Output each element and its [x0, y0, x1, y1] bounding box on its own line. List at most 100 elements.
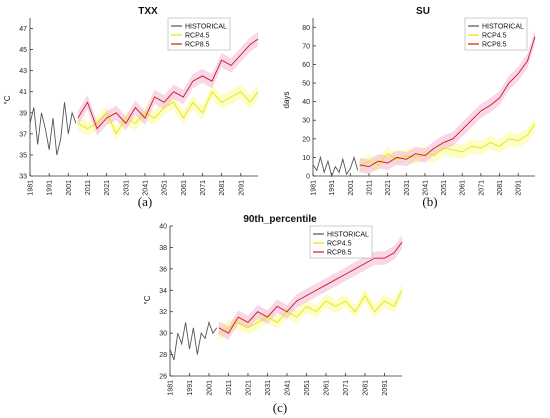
series-line-rcp45 [359, 123, 536, 168]
y-tick-label: 60 [302, 62, 310, 69]
x-tick-label: 2011 [85, 180, 92, 195]
plot-area: 26 28 30 32 34 36 38 40 1981 1991 2001 2011 2021 2031… [159, 224, 403, 396]
y-tick-label: 45 [19, 47, 27, 54]
y-tick-label: 80 [302, 25, 310, 32]
series-line-rcp45 [218, 290, 403, 334]
x-tick-label: 2071 [343, 380, 350, 396]
series-line-rcp85 [359, 36, 536, 168]
series-line-rcp45 [77, 90, 259, 135]
chart-title: SU [416, 6, 430, 17]
y-tick-label: 38 [159, 245, 167, 252]
legend-box [464, 17, 528, 51]
x-tick-label: 2001 [66, 180, 73, 196]
y-axis-label: °C [143, 295, 152, 304]
legend-box [167, 17, 231, 51]
y-tick-label: 37 [19, 131, 27, 138]
x-tick-label: 2051 [441, 180, 448, 196]
series-band-rcp85 [218, 235, 402, 340]
y-tick-label: 0 [306, 174, 310, 181]
x-tick-label: 2031 [123, 180, 130, 196]
y-tick-label: 39 [19, 110, 27, 117]
chart-title: 90th_percentile [243, 214, 317, 225]
chart-panel-a: TXX °C 33 35 37 39 41 43 45 47 1981 1991 2001 2011 2… [3, 6, 259, 209]
series-line-rcp85 [77, 38, 259, 130]
x-tick-label: 2091 [516, 180, 523, 196]
x-tick-label: 2041 [142, 180, 149, 196]
y-tick-label: 28 [159, 352, 167, 359]
x-tick-label: 2061 [181, 180, 188, 196]
x-tick-label: 2031 [265, 380, 272, 396]
legend-label: RCP4.5 [482, 33, 507, 40]
x-tick-label: 2081 [362, 380, 369, 396]
y-tick-label: 33 [19, 174, 27, 181]
legend: HISTORICAL RCP4.5 RCP8.5 [464, 17, 528, 51]
x-tick-label: 2061 [460, 180, 467, 196]
x-tick-label: 1981 [168, 380, 175, 396]
y-tick-label: 30 [302, 118, 310, 125]
x-tick-label: 1991 [329, 180, 336, 196]
legend-label: HISTORICAL [185, 24, 227, 31]
legend-label: RCP4.5 [185, 33, 210, 40]
x-tick-label: 2051 [304, 380, 311, 396]
y-tick-label: 20 [302, 136, 310, 143]
x-tick-label: 2021 [245, 380, 252, 396]
y-tick-label: 30 [159, 331, 167, 338]
legend-label: HISTORICAL [482, 24, 524, 31]
legend: HISTORICAL RCP4.5 RCP8.5 [309, 225, 373, 259]
x-tick-label: 2091 [238, 180, 245, 196]
x-tick-label: 1991 [47, 180, 54, 196]
y-tick-label: 40 [159, 224, 167, 231]
x-tick-label: 2071 [200, 180, 207, 196]
x-tick-label: 2021 [385, 180, 392, 196]
x-tick-label: 2011 [366, 180, 373, 195]
x-tick-label: 2001 [206, 380, 213, 396]
x-tick-label: 2081 [497, 180, 504, 196]
chart-panel-c: 90th_percentile °C 26 28 30 32 34 36 38 40 1981 1… [143, 214, 403, 415]
x-tick-label: 2041 [422, 180, 429, 196]
series-line-historical [169, 320, 218, 361]
y-axis-label: days [282, 92, 291, 109]
figure-caption: (c) [273, 400, 287, 415]
legend: HISTORICAL RCP4.5 RCP8.5 [167, 17, 231, 51]
plot-area: 33 35 37 39 41 43 45 47 1981 1991 2001 2011 2021 2031… [19, 17, 259, 196]
legend-label: HISTORICAL [327, 232, 369, 239]
series-band-rcp45 [218, 283, 402, 340]
x-tick-label: 1981 [28, 180, 35, 196]
legend-label: RCP8.5 [327, 250, 352, 257]
x-tick-label: 2001 [348, 180, 355, 196]
y-tick-label: 34 [159, 288, 167, 295]
x-tick-label: 2041 [284, 380, 291, 396]
legend-label: RCP8.5 [482, 42, 507, 49]
x-tick-label: 2091 [382, 380, 389, 396]
series-line-historical [312, 155, 359, 178]
y-tick-label: 40 [302, 99, 310, 106]
x-tick-label: 1991 [187, 380, 194, 396]
y-tick-label: 36 [159, 266, 167, 273]
series-band-rcp85 [359, 29, 535, 174]
y-tick-label: 32 [159, 309, 167, 316]
y-axis-label: °C [3, 95, 12, 104]
y-tick-label: 50 [302, 81, 310, 88]
y-tick-label: 26 [159, 374, 167, 381]
chart-panel-b: SU days 0 10 20 30 40 50 60 70 80 1981 1991 2001 201… [282, 6, 536, 209]
series-line-historical [29, 102, 77, 156]
x-tick-label: 1981 [311, 180, 318, 196]
legend-box [309, 225, 373, 259]
x-tick-label: 2081 [219, 180, 226, 196]
series-line-rcp85 [218, 241, 403, 334]
x-tick-label: 2051 [162, 180, 169, 196]
y-tick-label: 10 [302, 155, 310, 162]
x-tick-label: 2071 [478, 180, 485, 196]
y-tick-label: 70 [302, 43, 310, 50]
x-tick-label: 2061 [323, 380, 330, 396]
legend-label: RCP4.5 [327, 241, 352, 248]
legend-label: RCP8.5 [185, 42, 210, 49]
x-tick-label: 2011 [226, 380, 233, 395]
x-tick-label: 2031 [404, 180, 411, 196]
figure-caption: (b) [422, 194, 437, 209]
figure-caption: (a) [138, 194, 152, 209]
y-tick-label: 35 [19, 152, 27, 159]
y-tick-label: 47 [19, 26, 27, 33]
y-tick-label: 41 [19, 89, 27, 96]
y-tick-label: 43 [19, 68, 27, 75]
